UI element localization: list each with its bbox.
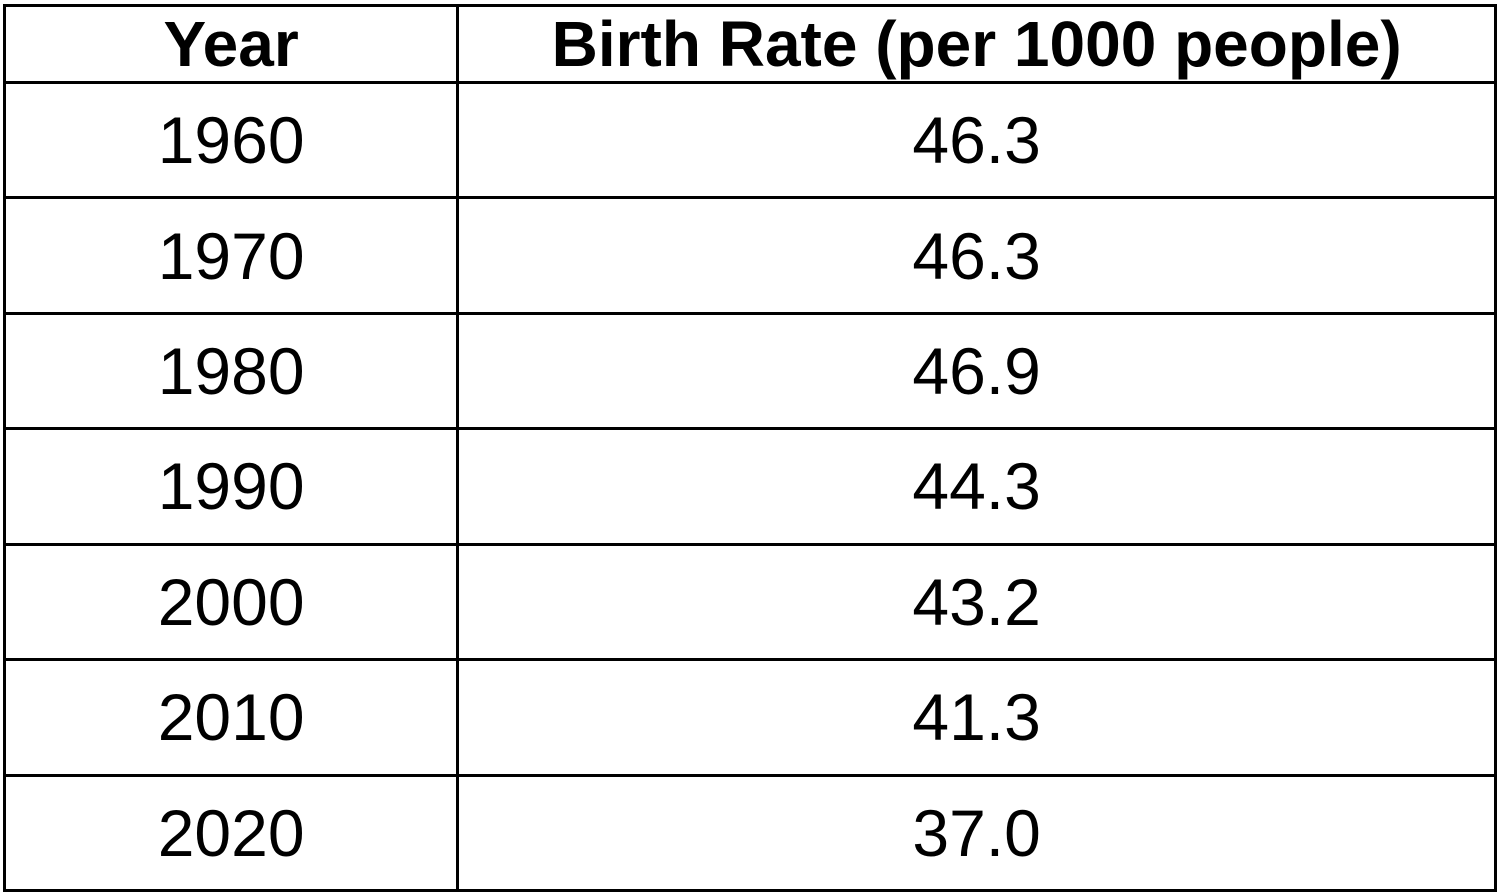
year-column-header: Year — [2, 4, 460, 84]
year-cell: 2010 — [2, 658, 460, 777]
table-row: 1970 46.3 — [2, 196, 1497, 315]
rate-cell: 46.9 — [456, 311, 1497, 431]
year-cell: 1990 — [2, 427, 460, 546]
rate-cell: 43.2 — [456, 542, 1497, 662]
table-row: 2010 41.3 — [2, 658, 1497, 777]
rate-column-header: Birth Rate (per 1000 people) — [456, 4, 1497, 84]
rate-cell: 37.0 — [456, 773, 1497, 893]
table-row: 2000 43.2 — [2, 542, 1497, 662]
table-row: 1990 44.3 — [2, 427, 1497, 546]
table-header: Year Birth Rate (per 1000 people) — [2, 4, 1497, 84]
year-cell: 1960 — [2, 80, 460, 200]
table-row: 1980 46.9 — [2, 311, 1497, 431]
rate-cell: 44.3 — [456, 427, 1497, 546]
birth-rate-table: Year Birth Rate (per 1000 people) 1960 4… — [2, 4, 1497, 893]
year-cell: 1970 — [2, 196, 460, 315]
table-body: 1960 46.3 1970 46.3 1980 46.9 1990 44.3 … — [2, 80, 1497, 893]
rate-cell: 46.3 — [456, 196, 1497, 315]
header-row: Year Birth Rate (per 1000 people) — [2, 4, 1497, 84]
year-cell: 1980 — [2, 311, 460, 431]
rate-cell: 41.3 — [456, 658, 1497, 777]
table-row: 1960 46.3 — [2, 80, 1497, 200]
table-row: 2020 37.0 — [2, 773, 1497, 893]
year-cell: 2020 — [2, 773, 460, 893]
year-cell: 2000 — [2, 542, 460, 662]
rate-cell: 46.3 — [456, 80, 1497, 200]
